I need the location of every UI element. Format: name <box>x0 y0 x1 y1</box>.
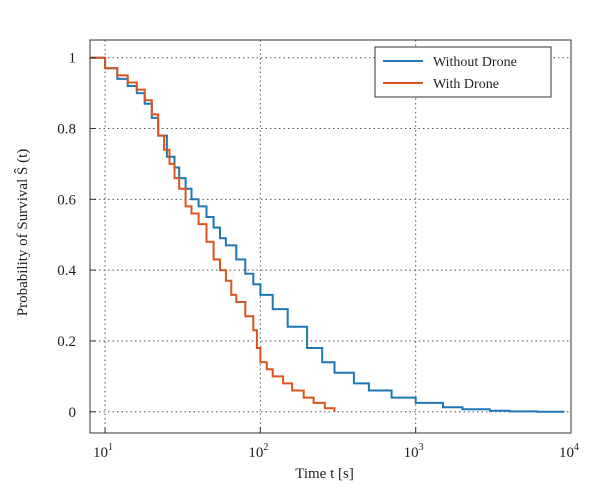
y-tick-label: 0.8 <box>57 122 76 138</box>
legend: Without Drone With Drone <box>374 46 552 98</box>
x-tick-base: 10 <box>93 445 108 461</box>
grid <box>90 40 571 433</box>
x-tick-base: 10 <box>248 445 263 461</box>
legend-label-0: Without Drone <box>433 55 517 70</box>
series-line-1 <box>90 56 336 412</box>
x-tick-exponent: 3 <box>419 442 424 453</box>
series-line-0 <box>90 56 565 413</box>
x-tick-exponent: 2 <box>263 442 268 453</box>
y-tick-label: 0.2 <box>57 334 76 350</box>
x-tick-base: 10 <box>559 445 574 461</box>
legend-label-1: With Drone <box>433 77 499 92</box>
plot-frame <box>89 39 572 434</box>
y-axis-label: Probability of Survival Ŝ (t) <box>14 149 31 317</box>
x-tick-exponent: 4 <box>574 442 579 453</box>
y-tick-label: 0.4 <box>57 263 76 279</box>
y-tick-label: 0.6 <box>57 192 76 208</box>
y-tick-label: 1 <box>69 51 77 67</box>
legend-box <box>374 46 552 98</box>
x-tick-label: 103 <box>404 442 424 461</box>
y-tick-label: 0 <box>69 405 77 421</box>
x-tick-base: 10 <box>404 445 419 461</box>
series-lines <box>90 56 565 413</box>
x-axis-label: Time t [s] <box>295 466 354 482</box>
x-tick-exponent: 1 <box>108 442 113 453</box>
x-tick-label: 104 <box>559 442 579 461</box>
axis-labels: Time t [s] Probability of Survival Ŝ (t) <box>14 149 354 482</box>
x-tick-label: 102 <box>248 442 268 461</box>
x-tick-label: 101 <box>93 442 113 461</box>
